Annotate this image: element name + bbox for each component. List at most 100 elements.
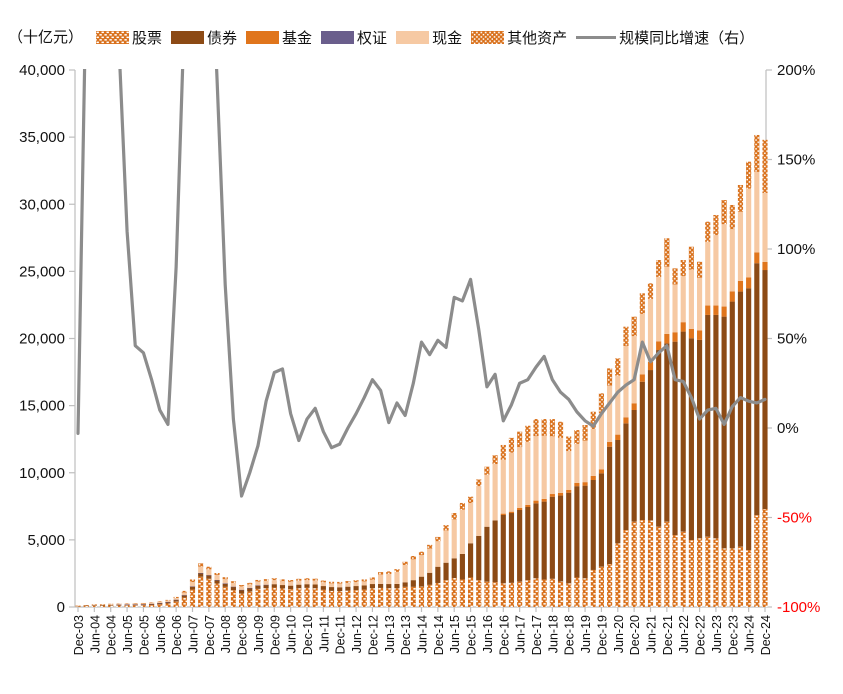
- bar-segment-基金: [647, 361, 654, 371]
- x-axis-label: Dec-15: [465, 615, 479, 655]
- bar-segment-现金: [598, 412, 604, 470]
- legend-item-stocks: 股票: [96, 27, 162, 48]
- bar-segment-债券: [549, 496, 555, 579]
- bar-segment-现金: [296, 580, 302, 585]
- bar-segment-其他资产: [271, 578, 277, 581]
- bar-segment-基金: [762, 261, 768, 271]
- x-axis-label: Dec-20: [628, 615, 642, 655]
- bar-segment-现金: [140, 603, 146, 605]
- bar-segment-现金: [361, 581, 367, 586]
- bar-segment-股票: [656, 526, 662, 607]
- bar-segment-其他资产: [337, 581, 343, 584]
- bar-segment-其他资产: [468, 496, 474, 504]
- bar-segment-现金: [443, 530, 449, 563]
- bar-segment-股票: [263, 588, 269, 607]
- x-axis-label: Jun-21: [645, 615, 659, 653]
- bar-segment-现金: [631, 336, 637, 404]
- bar-segment-权证: [165, 601, 171, 603]
- left-axis-tick-label: 10,000: [19, 465, 65, 482]
- bar-segment-债券: [165, 601, 171, 604]
- bar-segment-其他资产: [198, 563, 204, 567]
- bar-segment-权证: [230, 586, 236, 588]
- x-axis-label: Jun-20: [612, 615, 626, 653]
- bar-segment-基金: [500, 513, 506, 515]
- x-axis-label: Dec-06: [170, 615, 184, 655]
- x-axis-label: Dec-11: [334, 615, 348, 654]
- bar-segment-其他资产: [255, 579, 261, 582]
- bar-segment-基金: [672, 332, 678, 342]
- bar-segment-其他资产: [517, 431, 523, 448]
- bar-segment-股票: [99, 605, 106, 607]
- bar-segment-债券: [615, 439, 621, 544]
- bar-segment-债券: [386, 584, 392, 589]
- bar-segment-基金: [697, 330, 703, 340]
- bar-segment-债券: [427, 572, 433, 585]
- bar-segment-股票: [369, 588, 375, 607]
- bar-segment-股票: [557, 581, 564, 607]
- bar-segment-股票: [328, 590, 335, 607]
- bar-segment-基金: [517, 507, 523, 510]
- x-axis-label: Dec-17: [530, 615, 544, 655]
- bar-segment-现金: [427, 548, 433, 573]
- bar-segment-债券: [173, 599, 179, 602]
- legend-label: 债券: [207, 30, 238, 47]
- bar-segment-股票: [721, 548, 727, 607]
- bar-segment-现金: [557, 437, 564, 493]
- bar-segment-债券: [312, 584, 318, 589]
- bar-segment-债券: [353, 586, 359, 591]
- x-axis-label: Jun-06: [154, 615, 168, 653]
- right-axis-tick-label: 100%: [777, 241, 815, 258]
- bar-segment-股票: [149, 604, 155, 607]
- bar-segment-其他资产: [533, 419, 539, 437]
- bar-segment-其他资产: [214, 573, 220, 576]
- bar-segment-现金: [222, 579, 228, 584]
- bar-segment-其他资产: [304, 578, 310, 581]
- bar-segment-债券: [680, 331, 686, 532]
- bar-segment-其他资产: [83, 604, 89, 606]
- bar-segment-债券: [525, 506, 531, 581]
- bar-segment-基金: [525, 504, 531, 507]
- bar-segment-现金: [680, 276, 686, 323]
- bar-segment-股票: [647, 520, 654, 607]
- bar-segment-现金: [181, 592, 187, 596]
- x-axis-label: Jun-09: [252, 615, 266, 653]
- bar-segment-权证: [124, 604, 130, 605]
- bar-segment-其他资产: [386, 571, 392, 574]
- bar-segment-其他资产: [157, 601, 163, 602]
- left-axis-tick-label: 25,000: [19, 263, 65, 280]
- bar-segment-债券: [304, 584, 310, 588]
- bar-segment-其他资产: [378, 572, 384, 575]
- bar-segment-债券: [181, 595, 187, 598]
- bar-segment-其他资产: [427, 544, 433, 549]
- bar-segment-现金: [672, 284, 678, 333]
- bar-segment-债券: [198, 573, 204, 577]
- bar-segment-权证: [132, 604, 138, 605]
- bar-segment-股票: [83, 606, 89, 607]
- left-axis-tick-label: 5,000: [27, 532, 65, 549]
- bar-segment-股票: [639, 520, 645, 607]
- bar-segment-股票: [688, 540, 694, 607]
- bar-segment-基金: [721, 306, 727, 317]
- bar-segment-其他资产: [713, 214, 719, 236]
- bar-segment-现金: [541, 435, 547, 499]
- bar-segment-股票: [181, 597, 187, 607]
- bar-segment-债券: [320, 586, 326, 590]
- bar-segment-其他资产: [108, 603, 114, 605]
- bar-segment-基金: [639, 374, 645, 382]
- bar-segment-债券: [557, 495, 564, 582]
- left-axis-tick-label: 15,000: [19, 398, 65, 415]
- right-axis-tick-label: 200%: [777, 62, 815, 79]
- bar-segment-债券: [337, 587, 343, 592]
- bar-segment-现金: [99, 604, 106, 605]
- bar-segment-其他资产: [75, 605, 81, 607]
- bar-segment-债券: [271, 584, 277, 588]
- bar-segment-债券: [288, 585, 294, 590]
- legend-item-other-assets: 其他资产: [471, 27, 567, 48]
- bar-segment-债券: [75, 606, 81, 607]
- left-axis-tick-label: 30,000: [19, 196, 65, 213]
- bar-segment-股票: [271, 587, 277, 607]
- bar-segment-其他资产: [320, 580, 326, 583]
- bar-segment-基金: [549, 494, 555, 497]
- bar-segment-其他资产: [443, 525, 449, 531]
- bar-segment-其他资产: [353, 580, 359, 583]
